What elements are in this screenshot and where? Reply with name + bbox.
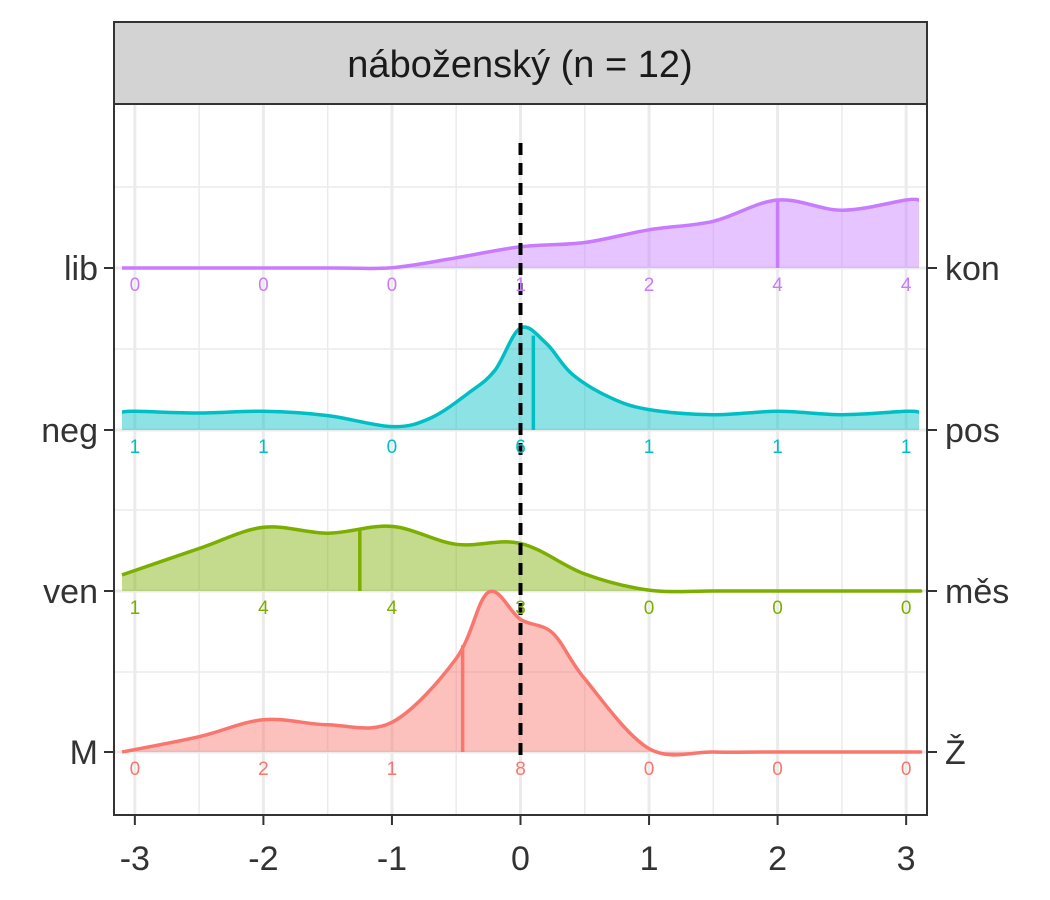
count-label: 0 [130,275,141,296]
count-label: 0 [644,759,655,780]
x-tick-label: -3 [120,840,150,878]
count-label: 1 [130,598,141,619]
count-label: 0 [901,759,912,780]
y-label-left: lib [64,250,98,288]
count-label: 0 [387,437,398,458]
y-label-right: pos [945,412,1000,450]
y-label-right: měs [945,573,1009,611]
count-label: 4 [772,275,783,296]
x-tick-label: -2 [248,840,278,878]
count-label: 0 [772,759,783,780]
count-label: 2 [258,759,269,780]
y-label-right: Ž [945,734,966,772]
count-label: 2 [644,275,655,296]
count-label: 0 [387,275,398,296]
count-label: 0 [901,598,912,619]
x-tick-label: 3 [897,840,916,878]
y-label-left: neg [41,412,98,450]
density-area [122,199,919,269]
count-label: 6 [515,437,526,458]
count-label: 1 [901,437,912,458]
count-label: 0 [644,598,655,619]
count-label: 4 [901,275,912,296]
ridge-lib [121,197,920,271]
count-label: 1 [130,437,141,458]
facet-strip: náboženský (n = 12) [113,21,928,105]
y-axis-right: kon pos měs Ž [927,250,1009,772]
count-label: 0 [258,275,269,296]
x-tick-label: 2 [768,840,787,878]
x-tick-label: -1 [377,840,407,878]
count-label: 0 [772,598,783,619]
count-label: 8 [515,759,526,780]
density-area [122,526,921,592]
count-label: 0 [130,759,141,780]
count-label: 4 [387,598,398,619]
y-label-left: M [70,734,98,772]
x-tick-label: 0 [511,840,530,878]
count-label: 1 [515,275,526,296]
density-area [122,327,919,430]
density-line [121,197,920,271]
count-label: 1 [258,437,269,458]
x-axis: -3 -2 -1 0 1 2 3 [120,815,916,878]
y-label-left: ven [43,573,98,611]
strip-background [113,21,928,105]
count-label: 1 [772,437,783,458]
count-label: 1 [644,437,655,458]
count-label: 3 [515,598,526,619]
y-label-right: kon [945,250,1000,288]
x-tick-label: 1 [640,840,659,878]
facet-title: náboženský (n = 12) [347,44,692,86]
count-label: 1 [387,759,398,780]
count-label: 4 [258,598,269,619]
y-axis-left: lib neg ven M [41,250,114,772]
count-labels: 0 0 0 1 2 4 4 1 1 0 6 1 1 1 1 4 4 3 0 0 0 0 2 1 8 0 0 0 [130,275,912,780]
density-line [121,589,923,757]
